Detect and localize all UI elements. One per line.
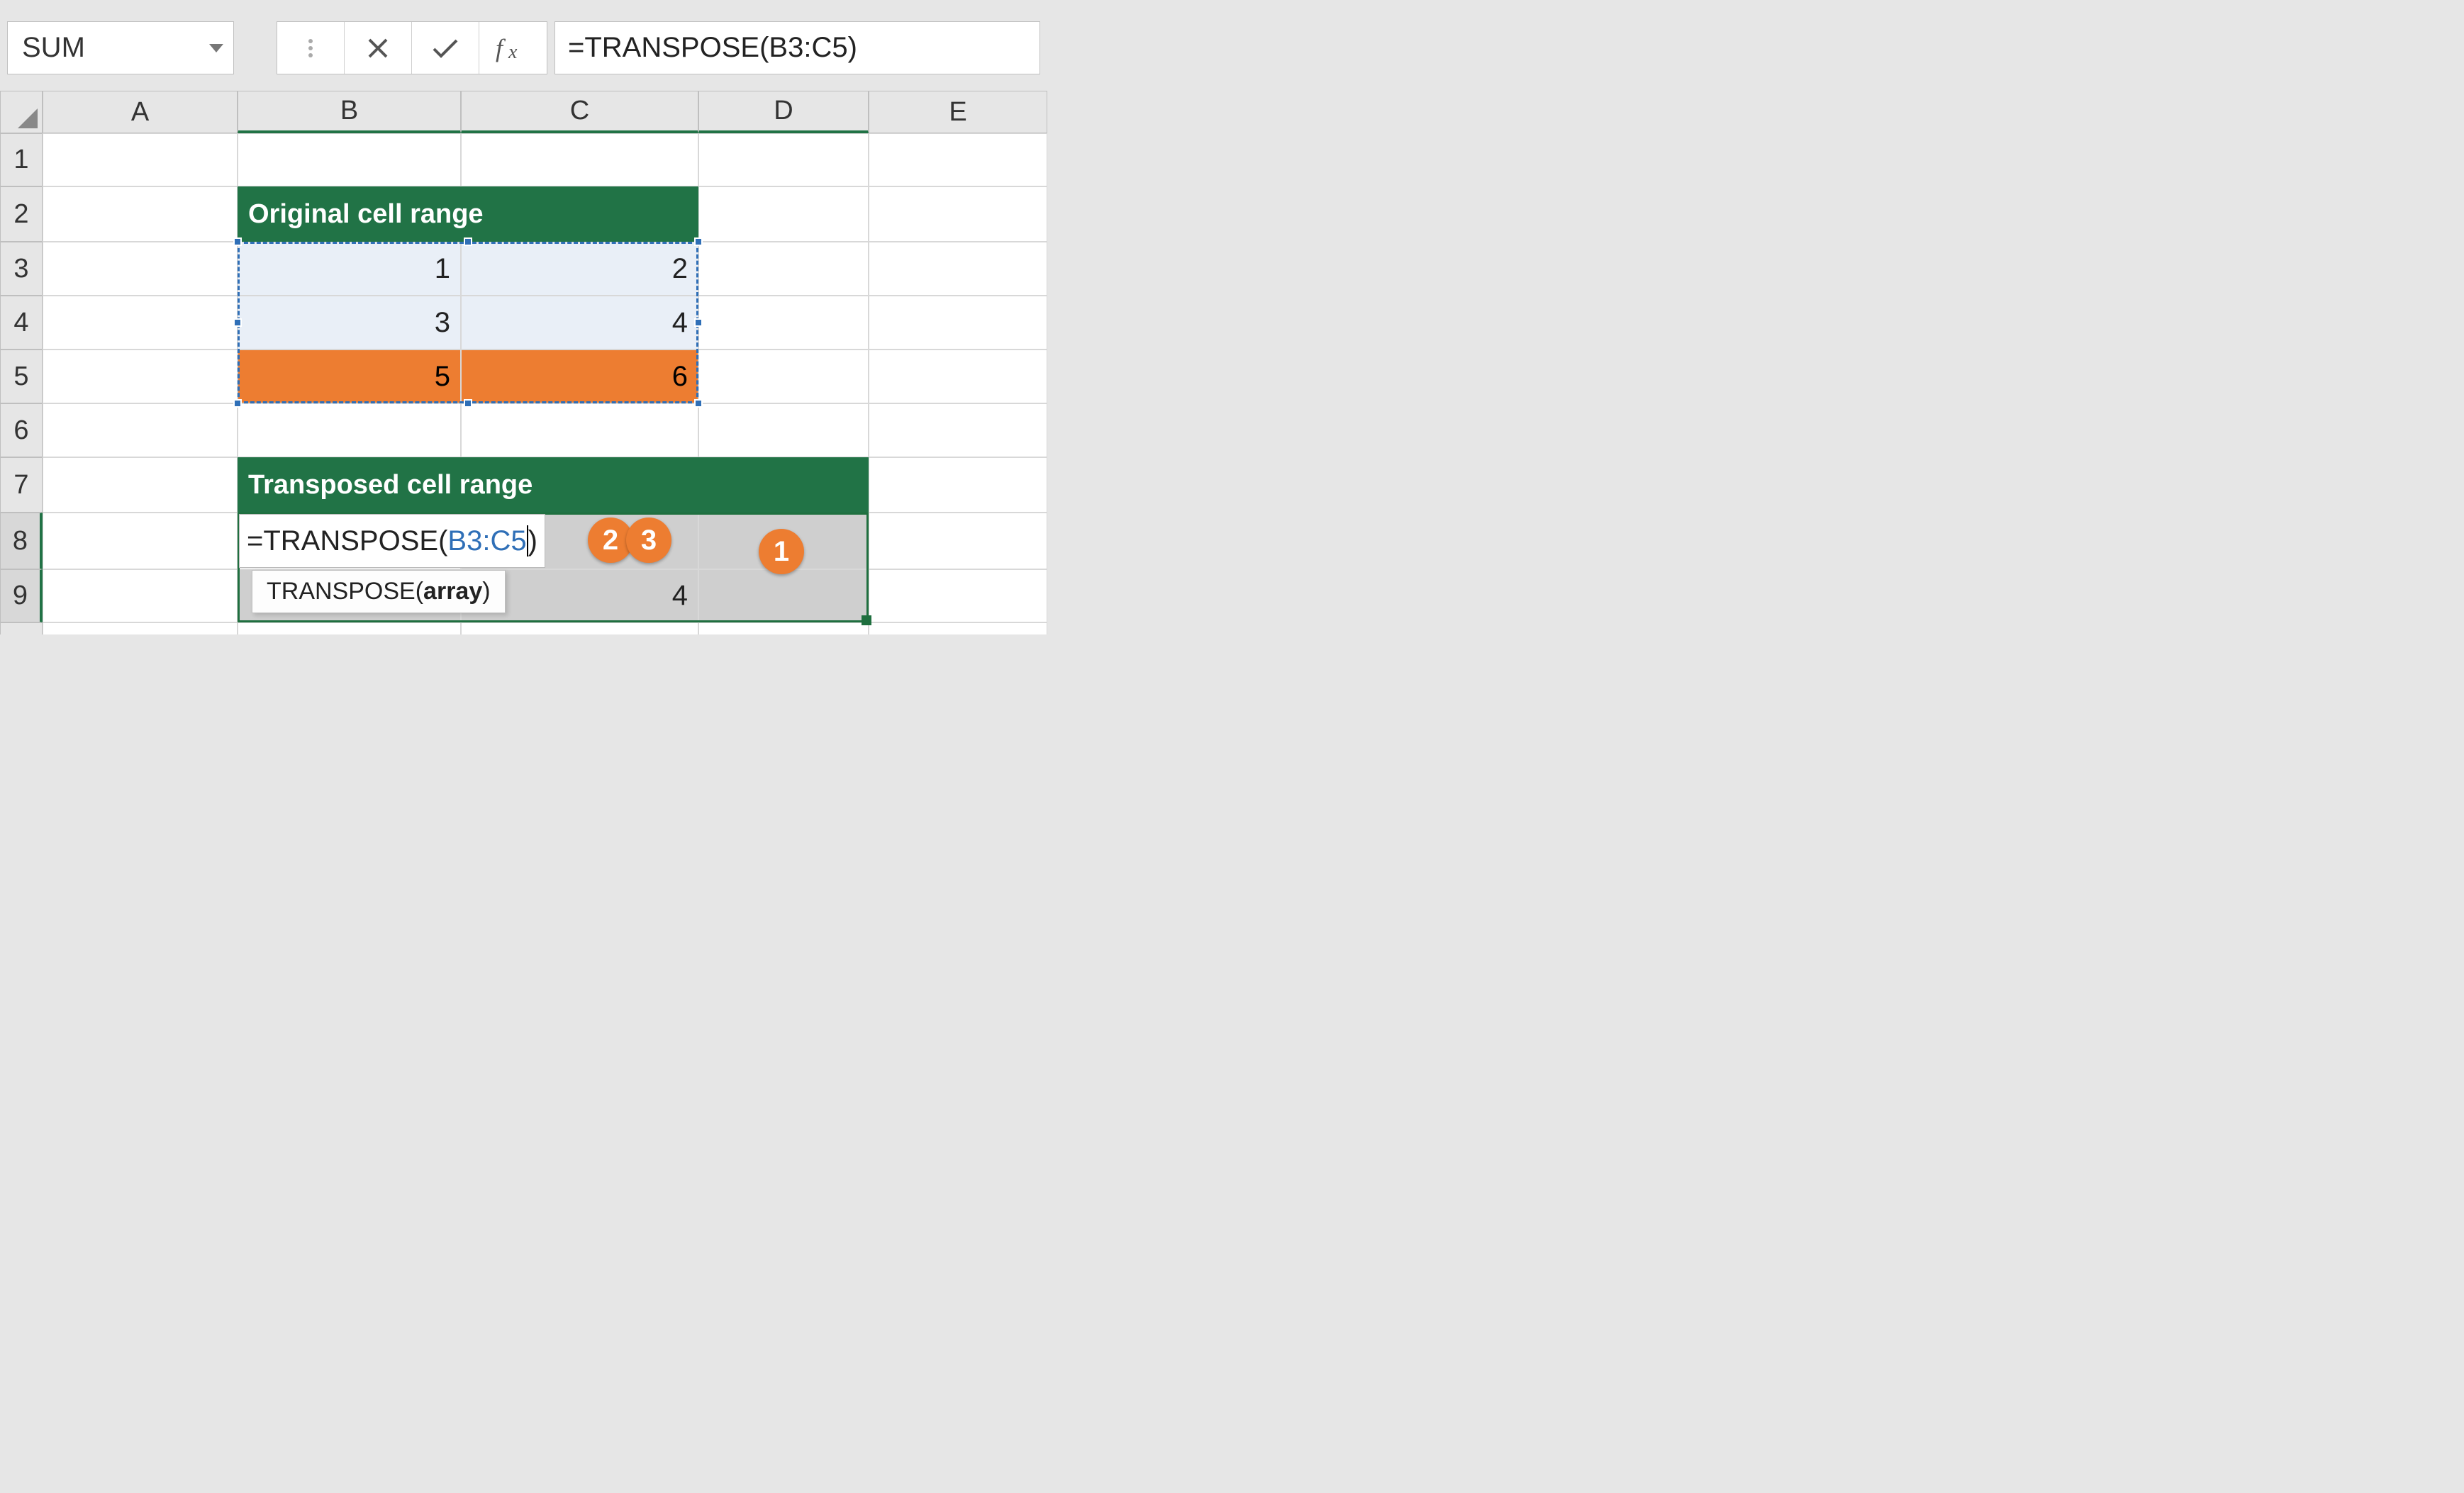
cell[interactable] — [869, 403, 1047, 457]
cell[interactable] — [869, 350, 1047, 403]
svg-text:x: x — [508, 41, 518, 62]
cell[interactable] — [869, 569, 1047, 622]
column-header[interactable]: A — [43, 91, 238, 133]
cell[interactable] — [43, 296, 238, 350]
range-handle-icon — [694, 237, 703, 246]
range-handle-icon — [233, 318, 242, 327]
tooltip-func-arg: array — [423, 578, 482, 605]
row-header[interactable]: 9 — [0, 569, 43, 622]
callout-badge: 1 — [759, 529, 804, 574]
cells-area: Original cell range 1 2 3 4 5 6 — [43, 133, 1047, 634]
worksheet-grid: A B C D E 1 2 3 4 5 6 7 8 9 10 — [0, 91, 1047, 634]
formula-bar-buttons: f x — [277, 21, 547, 74]
range-handle-icon — [464, 399, 472, 408]
section-title-transposed[interactable]: Transposed cell range — [238, 457, 869, 513]
cell[interactable] — [461, 622, 698, 634]
cell[interactable]: 4 — [461, 296, 698, 350]
range-handle-icon — [694, 318, 703, 327]
cell[interactable] — [43, 350, 238, 403]
formula-bar: SUM f — [7, 21, 1040, 74]
column-headers: A B C D E — [0, 91, 1047, 133]
row-header[interactable]: 8 — [0, 513, 43, 569]
row-header[interactable]: 4 — [0, 296, 43, 350]
column-header[interactable]: E — [869, 91, 1047, 133]
cell[interactable] — [869, 242, 1047, 296]
cell[interactable] — [238, 622, 461, 634]
column-header[interactable]: D — [698, 91, 869, 133]
enter-button[interactable] — [412, 22, 479, 74]
fx-icon: f x — [496, 34, 531, 62]
cell[interactable] — [698, 186, 869, 242]
cell[interactable]: 3 — [238, 296, 461, 350]
cell[interactable] — [43, 622, 238, 634]
in-cell-formula-editor[interactable]: =TRANSPOSE(B3:C5) — [239, 514, 545, 568]
cell[interactable]: 1 — [238, 242, 461, 296]
excel-window: SUM f — [0, 0, 1047, 634]
cell[interactable] — [238, 403, 461, 457]
function-tooltip: TRANSPOSE(array) — [252, 570, 506, 613]
name-box-value: SUM — [22, 32, 85, 64]
cell[interactable] — [43, 242, 238, 296]
row-header[interactable]: 1 — [0, 133, 43, 186]
range-handle-icon — [233, 399, 242, 408]
cell[interactable] — [461, 403, 698, 457]
more-vertical-icon — [308, 39, 313, 57]
cell[interactable]: 5 — [238, 350, 461, 403]
cell[interactable] — [698, 403, 869, 457]
range-handle-icon — [233, 237, 242, 246]
row-header[interactable]: 3 — [0, 242, 43, 296]
column-header[interactable]: C — [461, 91, 698, 133]
spacer — [241, 21, 269, 74]
cell[interactable] — [43, 513, 238, 569]
cell[interactable] — [698, 569, 869, 622]
expand-formula-bar-button[interactable] — [277, 22, 345, 74]
cell[interactable] — [869, 296, 1047, 350]
cell[interactable] — [698, 622, 869, 634]
close-icon — [366, 36, 390, 60]
formula-input[interactable]: =TRANSPOSE(B3:C5) — [554, 21, 1040, 74]
cell[interactable] — [43, 457, 238, 513]
cell[interactable] — [698, 133, 869, 186]
formula-suffix: ) — [528, 525, 537, 557]
cell[interactable] — [869, 186, 1047, 242]
cell[interactable] — [869, 457, 1047, 513]
svg-text:f: f — [496, 34, 506, 62]
name-box[interactable]: SUM — [7, 21, 234, 74]
range-handle-icon — [694, 399, 703, 408]
row-header[interactable]: 7 — [0, 457, 43, 513]
row-header[interactable]: 5 — [0, 350, 43, 403]
check-icon — [431, 36, 459, 60]
column-header[interactable]: B — [238, 91, 461, 133]
cell[interactable] — [869, 622, 1047, 634]
cell[interactable] — [698, 296, 869, 350]
cell[interactable] — [43, 403, 238, 457]
formula-prefix: =TRANSPOSE( — [247, 525, 447, 557]
formula-range-ref: B3:C5 — [447, 525, 526, 557]
row-header[interactable]: 10 — [0, 622, 43, 634]
cell[interactable] — [238, 133, 461, 186]
formula-input-text: =TRANSPOSE(B3:C5) — [568, 32, 857, 64]
section-title-original[interactable]: Original cell range — [238, 186, 698, 242]
insert-function-button[interactable]: f x — [479, 22, 547, 74]
cell[interactable] — [43, 133, 238, 186]
cancel-button[interactable] — [345, 22, 412, 74]
cell[interactable] — [461, 133, 698, 186]
cell[interactable] — [43, 186, 238, 242]
cell[interactable] — [869, 133, 1047, 186]
cell[interactable] — [869, 513, 1047, 569]
row-header[interactable]: 2 — [0, 186, 43, 242]
cell[interactable]: 6 — [461, 350, 698, 403]
tooltip-func-name: TRANSPOSE — [267, 578, 416, 605]
callout-badge: 3 — [626, 518, 671, 563]
cell[interactable]: 2 — [461, 242, 698, 296]
cell[interactable] — [43, 569, 238, 622]
cell[interactable] — [698, 242, 869, 296]
range-handle-icon — [464, 237, 472, 246]
cell[interactable] — [698, 350, 869, 403]
row-header[interactable]: 6 — [0, 403, 43, 457]
chevron-down-icon[interactable] — [209, 44, 223, 52]
